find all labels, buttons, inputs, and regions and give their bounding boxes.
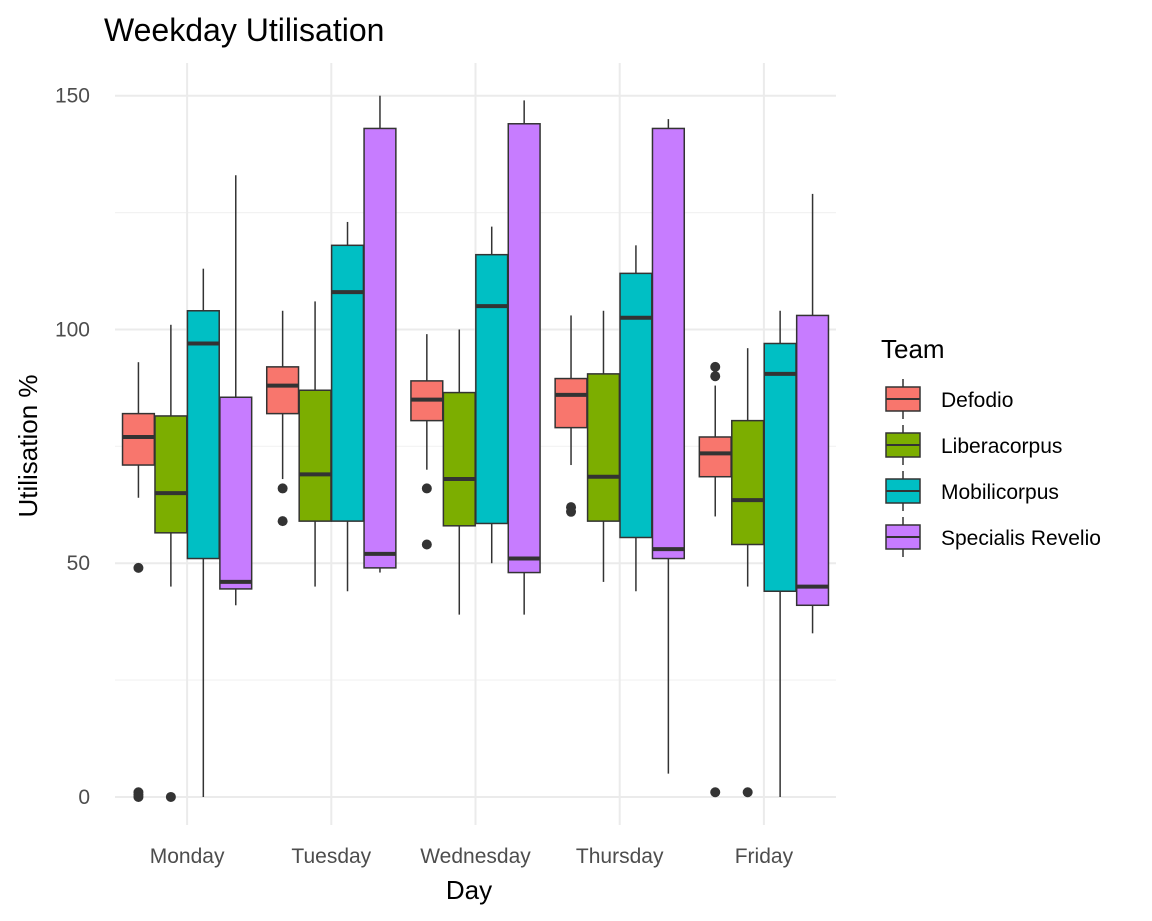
outlier-point [421,539,432,550]
box [219,396,253,590]
box [651,127,686,560]
legend-label: Defodio [941,389,1013,412]
box [186,310,220,560]
box [763,342,797,593]
legend-items: Defodio Liberacorpus Mobilicorpus Specialis… [885,379,1101,557]
outlier-point [165,791,176,802]
outlier-point [277,483,288,494]
outlier-point [133,562,144,573]
box [554,377,588,429]
y-tick-label: 150 [55,85,90,108]
chart-title: Weekday Utilisation [104,12,384,48]
outlier-point [133,791,144,802]
box [363,127,397,569]
legend-item: Specialis Revelio [885,517,1101,557]
box [795,314,830,607]
x-tick-label: Friday [735,845,794,868]
box [619,272,653,539]
outlier-point [566,506,577,517]
legend-item: Mobilicorpus [885,471,1059,511]
legend-item: Liberacorpus [885,425,1062,465]
tick-label-layer: 0 50 100 150 Monday Tuesday Wednesday Thursday F… [55,85,794,868]
box [442,391,476,527]
y-tick-label: 50 [67,552,90,575]
legend-label: Liberacorpus [941,435,1062,458]
x-axis-title: Day [446,875,492,905]
outlier-point [710,361,721,372]
outlier-point [421,483,432,494]
outlier-point [742,787,753,798]
legend-item: Defodio [885,379,1013,419]
legend-label: Specialis Revelio [941,527,1101,550]
box [507,123,541,574]
box [586,373,621,522]
y-tick-label: 100 [55,318,90,341]
box [265,366,300,415]
x-tick-label: Wednesday [420,845,531,868]
x-tick-label: Thursday [576,845,664,868]
outlier-layer [133,361,753,802]
box-layer [121,123,830,607]
outlier-point [710,371,721,382]
x-tick-label: Monday [150,845,225,868]
box [330,244,365,522]
box [731,419,765,546]
box [154,415,188,534]
outlier-point [277,516,288,527]
y-axis-title: Utilisation % [13,374,43,517]
legend: Team Defodio Liberacorpus Mobilicorpus Spec… [881,334,1101,557]
box [698,436,732,478]
x-tick-label: Tuesday [291,845,371,868]
whisker-layer [137,95,814,797]
box [298,389,332,522]
box [475,253,509,525]
legend-label: Mobilicorpus [941,481,1059,504]
box [121,412,156,466]
outlier-point [710,787,721,798]
legend-title: Team [881,334,945,364]
y-tick-label: 0 [78,786,90,809]
